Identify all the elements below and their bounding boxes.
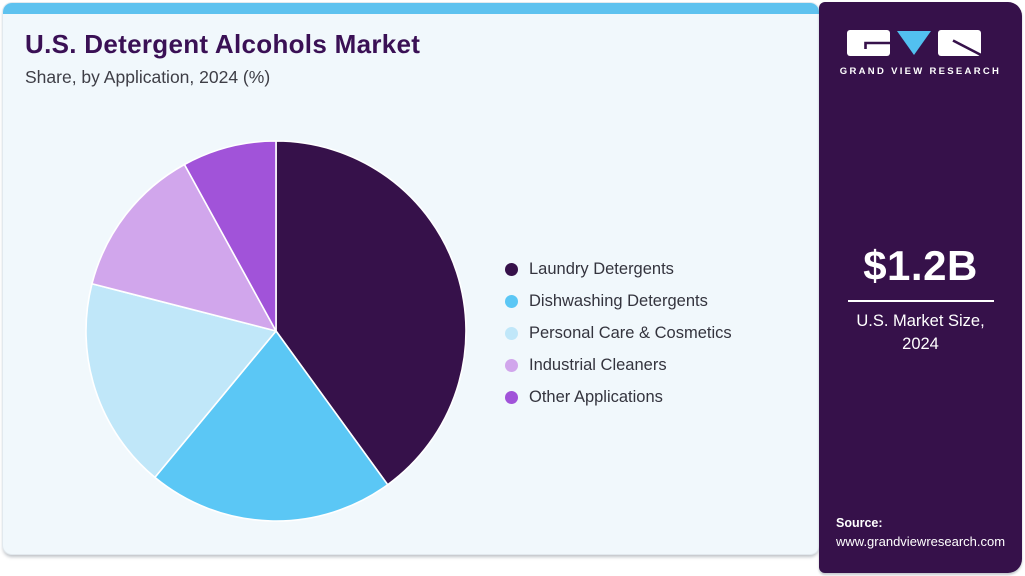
legend-item: Personal Care & Cosmetics (505, 317, 732, 349)
pie-slice (183, 140, 277, 332)
legend: Laundry Detergents Dishwashing Detergent… (505, 253, 732, 413)
legend-item: Dishwashing Detergents (505, 285, 732, 317)
divider (847, 300, 994, 302)
source-block: Source: www.grandviewresearch.com (836, 516, 1005, 551)
market-size-block: $1.2B U.S. Market Size, 2024 (819, 242, 1022, 356)
legend-item: Other Applications (505, 381, 732, 413)
legend-swatch-icon (505, 326, 518, 340)
pie-chart (85, 140, 467, 522)
legend-label: Personal Care & Cosmetics (529, 323, 732, 342)
legend-label: Other Applications (529, 387, 663, 406)
brand-logo: GRAND VIEW RESEARCH (819, 28, 1022, 77)
brand-name: GRAND VIEW RESEARCH (839, 66, 1002, 77)
logo-v-triangle-icon (896, 31, 931, 55)
sidebar: GRAND VIEW RESEARCH $1.2B U.S. Market Si… (819, 2, 1022, 573)
legend-swatch-icon (505, 390, 518, 404)
pie-slice (91, 163, 277, 332)
pie-slice (85, 282, 277, 479)
source-label: Source: (836, 516, 883, 530)
gvr-logo-icon (846, 30, 982, 57)
pie-slice (275, 140, 467, 486)
legend-label: Industrial Cleaners (529, 355, 667, 374)
legend-item: Laundry Detergents (505, 253, 732, 285)
top-accent-bar (3, 3, 819, 14)
header: U.S. Detergent Alcohols Market Share, by… (25, 29, 420, 88)
main-panel: U.S. Detergent Alcohols Market Share, by… (3, 3, 819, 554)
page-title: U.S. Detergent Alcohols Market (25, 29, 421, 59)
legend-label: Dishwashing Detergents (529, 291, 708, 310)
legend-swatch-icon (505, 358, 518, 372)
market-size-value: $1.2B (863, 242, 978, 289)
legend-swatch-icon (505, 294, 518, 308)
pie-slice (154, 330, 389, 522)
page-subtitle: Share, by Application, 2024 (%) (25, 67, 271, 87)
legend-swatch-icon (505, 262, 518, 276)
source-url-link[interactable]: www.grandviewresearch.com (836, 534, 1006, 549)
pie-chart-container (81, 136, 471, 526)
legend-item: Industrial Cleaners (505, 349, 732, 381)
market-size-label: U.S. Market Size, 2024 (856, 312, 985, 354)
legend-label: Laundry Detergents (529, 259, 674, 278)
